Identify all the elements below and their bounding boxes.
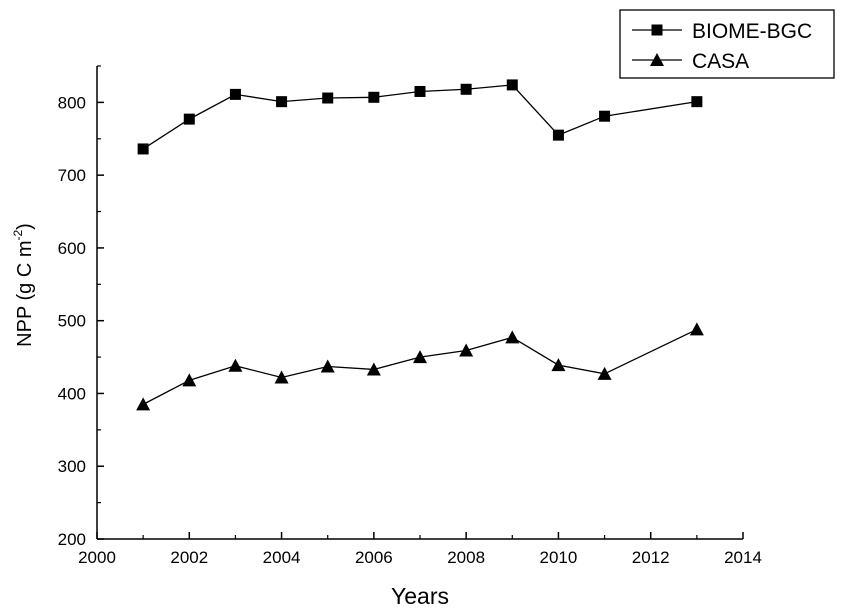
series-line-casa [142, 328, 698, 405]
data-point-casa [182, 373, 197, 387]
data-point-biome-bgc [414, 85, 426, 97]
x-tick-label: 2004 [263, 548, 301, 567]
data-point-casa [689, 322, 704, 336]
y-tick-label: 400 [58, 384, 86, 403]
data-point-casa [551, 358, 566, 372]
data-point-biome-bgc [137, 143, 149, 155]
legend: BIOME-BGC CASA [619, 9, 835, 79]
legend-box [619, 9, 835, 79]
x-tick-label: 2014 [724, 548, 762, 567]
series-layer [136, 79, 704, 411]
y-tick-label: 600 [58, 239, 86, 258]
data-point-casa [366, 362, 381, 376]
x-axis-title: Years [391, 583, 449, 608]
data-point-biome-bgc [552, 129, 564, 141]
y-tick-label: 800 [58, 93, 86, 112]
data-point-biome-bgc [599, 110, 611, 122]
axes [96, 66, 743, 540]
x-tick-label: 2010 [540, 548, 578, 567]
legend-marker-biome-bgc [651, 24, 663, 36]
x-tick-label: 2002 [170, 548, 208, 567]
data-point-biome-bgc [322, 92, 334, 104]
series-line-biome-bgc [142, 84, 697, 150]
data-point-casa [413, 350, 427, 364]
data-point-casa [136, 397, 151, 411]
data-point-biome-bgc [229, 88, 241, 100]
x-tick-label: 2000 [78, 548, 116, 567]
data-point-biome-bgc [691, 96, 703, 108]
data-point-casa [320, 359, 335, 373]
data-point-biome-bgc [276, 96, 288, 108]
data-point-biome-bgc [506, 79, 518, 91]
y-tick-label: 700 [58, 166, 86, 185]
y-tick-label: 500 [58, 312, 86, 331]
y-axis-title-main: NPP (g C m [14, 241, 36, 347]
legend-marker-casa [650, 53, 664, 66]
legend-label-casa: CASA [692, 50, 749, 73]
legend-label-biome-bgc: BIOME-BGC [692, 20, 812, 43]
y-tick-label: 200 [58, 530, 86, 549]
x-tick-label: 2008 [447, 548, 485, 567]
y-axis-title-superscript: -2 [11, 230, 25, 241]
data-point-casa [274, 370, 289, 384]
ticks: 2000 2002 2004 2006 2008 2010 2012 2014 200 300 40… [58, 65, 762, 567]
y-tick-label: 300 [58, 457, 86, 476]
data-point-casa [597, 366, 612, 380]
y-axis-title-close: ) [14, 223, 36, 230]
data-point-casa [505, 330, 520, 344]
y-axis-title: NPP (g C m-2) [11, 223, 36, 347]
data-point-biome-bgc [183, 113, 195, 125]
data-point-casa [459, 343, 474, 357]
data-point-casa [228, 358, 243, 372]
x-tick-label: 2012 [632, 548, 670, 567]
data-point-biome-bgc [368, 91, 380, 103]
x-tick-label: 2006 [355, 548, 393, 567]
data-point-biome-bgc [460, 83, 472, 95]
